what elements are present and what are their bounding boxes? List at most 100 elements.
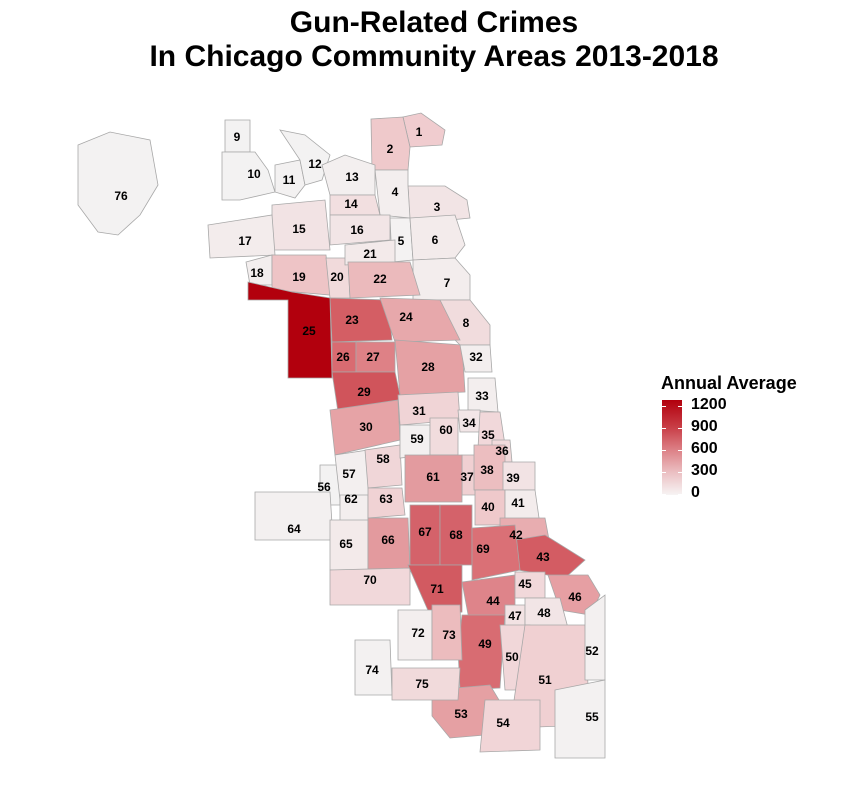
community-area-label-22: 22 <box>373 272 387 286</box>
community-area-label-49: 49 <box>478 637 492 651</box>
community-area-label-66: 66 <box>381 533 395 547</box>
community-area-label-38: 38 <box>480 463 494 477</box>
legend-tick-label: 600 <box>691 440 718 457</box>
community-area-label-58: 58 <box>376 452 390 466</box>
community-area-label-26: 26 <box>336 350 350 364</box>
community-area-43 <box>514 534 586 579</box>
community-area-2 <box>370 116 411 171</box>
community-area-label-33: 33 <box>475 389 489 403</box>
community-area-label-55: 55 <box>585 710 599 724</box>
community-area-label-14: 14 <box>344 197 358 211</box>
legend-title: Annual Average <box>661 373 797 393</box>
community-area-7 <box>412 257 471 301</box>
community-area-label-34: 34 <box>462 416 476 430</box>
community-area-label-59: 59 <box>410 432 424 446</box>
community-area-label-41: 41 <box>511 496 525 510</box>
community-area-label-31: 31 <box>412 404 426 418</box>
community-area-label-3: 3 <box>434 200 441 214</box>
community-area-label-57: 57 <box>342 467 356 481</box>
community-area-label-60: 60 <box>439 423 453 437</box>
community-area-16 <box>329 214 391 246</box>
community-area-label-32: 32 <box>469 350 483 364</box>
community-area-label-21: 21 <box>363 247 377 261</box>
community-area-75 <box>391 667 461 701</box>
community-area-label-39: 39 <box>506 471 520 485</box>
community-area-54 <box>479 699 541 753</box>
community-area-label-7: 7 <box>444 276 451 290</box>
community-area-label-62: 62 <box>344 492 358 506</box>
community-area-52 <box>584 594 606 681</box>
legend-tick-label: 0 <box>691 484 700 501</box>
community-area-label-2: 2 <box>387 142 394 156</box>
community-area-58 <box>364 444 403 489</box>
community-area-label-67: 67 <box>418 525 432 539</box>
community-area-label-70: 70 <box>363 573 377 587</box>
community-area-label-56: 56 <box>317 480 331 494</box>
community-area-label-18: 18 <box>250 266 264 280</box>
community-area-22 <box>347 261 421 299</box>
community-area-label-75: 75 <box>415 677 429 691</box>
community-area-label-45: 45 <box>518 577 532 591</box>
community-area-label-28: 28 <box>421 360 435 374</box>
community-area-label-11: 11 <box>283 173 296 187</box>
community-area-73 <box>431 604 463 661</box>
legend-tick-label: 300 <box>691 462 718 479</box>
legend-tick-label: 900 <box>691 418 718 435</box>
community-area-label-6: 6 <box>432 233 439 247</box>
community-area-label-53: 53 <box>454 707 468 721</box>
community-area-label-24: 24 <box>399 310 413 324</box>
legend-tick-label: 1200 <box>691 396 727 413</box>
community-area-label-61: 61 <box>426 470 440 484</box>
community-area-49 <box>457 614 506 691</box>
community-area-label-74: 74 <box>365 663 379 677</box>
community-area-label-23: 23 <box>345 313 359 327</box>
community-area-label-30: 30 <box>359 420 373 434</box>
community-area-label-68: 68 <box>449 528 463 542</box>
community-area-label-5: 5 <box>398 234 405 248</box>
community-area-76 <box>77 131 159 236</box>
community-area-label-63: 63 <box>379 492 393 506</box>
community-area-1 <box>402 112 446 148</box>
community-area-13 <box>321 154 376 196</box>
community-area-label-52: 52 <box>585 644 599 658</box>
community-area-label-76: 76 <box>114 189 128 203</box>
community-area-label-29: 29 <box>357 385 371 399</box>
community-area-label-71: 71 <box>430 582 444 596</box>
community-area-label-42: 42 <box>509 528 523 542</box>
community-area-25 <box>247 281 333 379</box>
community-area-label-51: 51 <box>538 673 552 687</box>
community-area-label-9: 9 <box>234 130 241 144</box>
community-area-label-35: 35 <box>481 428 495 442</box>
community-area-label-37: 37 <box>460 470 474 484</box>
community-area-70 <box>329 567 411 606</box>
map-title-line-1: Gun-Related Crimes <box>289 6 579 39</box>
community-area-69 <box>471 524 521 581</box>
community-area-label-47: 47 <box>508 609 522 623</box>
community-area-63 <box>367 487 406 519</box>
community-area-24 <box>379 297 461 343</box>
community-area-label-12: 12 <box>308 157 322 171</box>
community-area-label-17: 17 <box>238 234 252 248</box>
community-area-55 <box>554 679 606 759</box>
community-area-32 <box>459 344 493 373</box>
community-area-label-54: 54 <box>496 716 510 730</box>
map-title-line-2: In Chicago Community Areas 2013-2018 <box>149 40 719 73</box>
community-area-label-46: 46 <box>568 590 582 604</box>
community-area-label-13: 13 <box>345 170 359 184</box>
community-area-label-4: 4 <box>392 185 399 199</box>
community-area-4 <box>374 169 411 219</box>
community-area-label-36: 36 <box>495 444 509 458</box>
community-area-6 <box>409 214 466 261</box>
community-area-label-65: 65 <box>339 537 353 551</box>
community-area-label-16: 16 <box>350 223 364 237</box>
community-area-label-50: 50 <box>505 650 519 664</box>
community-area-label-44: 44 <box>486 594 500 608</box>
community-area-12 <box>279 129 331 186</box>
community-area-label-27: 27 <box>366 350 380 364</box>
legend-color-bar <box>662 400 682 495</box>
community-area-label-40: 40 <box>481 500 495 514</box>
community-area-label-8: 8 <box>463 316 470 330</box>
community-area-label-69: 69 <box>476 542 490 556</box>
community-area-label-72: 72 <box>411 626 425 640</box>
